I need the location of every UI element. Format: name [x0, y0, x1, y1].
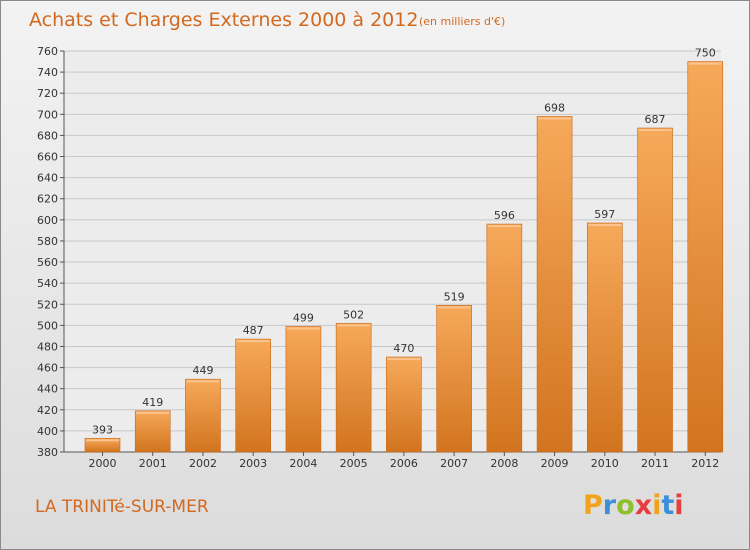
logo-letter: o: [616, 490, 635, 521]
proxiti-logo: Proxiti: [583, 490, 684, 521]
bar-highlight: [688, 62, 722, 65]
value-label: 597: [594, 208, 615, 221]
value-label: 687: [645, 113, 666, 126]
x-axis: 2000 2001 2002 2003 2004 2005 2006 2007 2008 2009…: [89, 452, 719, 470]
bar-highlight: [487, 225, 521, 228]
y-tick-label: 700: [37, 108, 58, 121]
bar: [185, 378, 221, 453]
bar: [436, 305, 472, 453]
bar-highlight: [286, 327, 320, 330]
x-tick-label: 2008: [490, 457, 518, 470]
bar: [486, 223, 523, 453]
x-tick-label: 2003: [239, 457, 267, 470]
y-tick-label: 520: [37, 298, 58, 311]
y-tick-label: 640: [37, 172, 58, 185]
x-tick-label: 2006: [390, 457, 418, 470]
y-tick-label: 380: [37, 446, 58, 459]
bar: [235, 338, 271, 453]
logo-letter: P: [583, 490, 603, 521]
x-tick-label: 2010: [591, 457, 619, 470]
y-tick-label: 720: [37, 87, 58, 100]
value-labels: 393 419 449 487 499 502 470 519 596 698 597 687 750: [92, 47, 716, 437]
y-tick-label: 600: [37, 214, 58, 227]
x-tick-label: 2002: [189, 457, 217, 470]
x-tick-label: 2004: [289, 457, 317, 470]
y-tick-label: 400: [37, 425, 58, 438]
bar: [687, 61, 724, 453]
bar-highlight: [437, 306, 471, 309]
y-tick-label: 500: [37, 319, 58, 332]
y-tick-label: 460: [37, 362, 58, 375]
logo-letter: t: [661, 490, 675, 521]
logo-letter: i: [674, 490, 684, 521]
logo-letter: r: [602, 490, 617, 521]
x-tick-label: 2012: [691, 457, 719, 470]
y-tick-label: 740: [37, 66, 58, 79]
bar: [536, 116, 573, 453]
bar: [335, 322, 372, 453]
x-tick-label: 2007: [440, 457, 468, 470]
bar: [386, 356, 422, 453]
y-tick-label: 540: [37, 277, 58, 290]
logo-letter: i: [652, 490, 662, 521]
bar-highlight: [186, 380, 220, 383]
y-tick-label: 580: [37, 235, 58, 248]
y-tick-label: 440: [37, 383, 58, 396]
bar-highlight: [337, 324, 371, 327]
chart-title: Achats et Charges Externes 2000 à 2012: [29, 9, 419, 31]
value-label: 519: [444, 290, 465, 303]
y-tick-label: 760: [37, 45, 58, 58]
x-tick-label: 2001: [139, 457, 167, 470]
value-label: 393: [92, 423, 113, 436]
bar: [285, 326, 322, 453]
value-label: 750: [695, 47, 716, 60]
bar: [134, 410, 171, 453]
value-label: 419: [142, 396, 163, 409]
bar-highlight: [387, 358, 421, 361]
value-label: 596: [494, 209, 515, 222]
bar-highlight: [236, 340, 270, 343]
chart-subtitle: (en milliers d'€): [419, 15, 506, 28]
logo-letter: x: [634, 490, 653, 521]
y-tick-label: 680: [37, 129, 58, 142]
y-tick-label: 620: [37, 193, 58, 206]
y-tick-label: 660: [37, 151, 58, 164]
bar-highlight: [588, 224, 622, 227]
x-tick-label: 2005: [340, 457, 368, 470]
bars: [84, 61, 724, 453]
bar: [637, 127, 673, 453]
bar-highlight: [86, 439, 119, 442]
y-axis: 380 400 420 440 460 480 500 520 540 560 580 600 620 6…: [37, 45, 721, 459]
bar-highlight: [136, 411, 170, 414]
value-label: 449: [192, 364, 213, 377]
x-tick-label: 2009: [541, 457, 569, 470]
value-label: 502: [343, 308, 364, 321]
value-label: 470: [393, 342, 414, 355]
x-tick-label: 2000: [89, 457, 117, 470]
value-label: 698: [544, 101, 565, 114]
commune-name: LA TRINITé-SUR-MER: [35, 497, 209, 517]
bar-highlight: [638, 129, 672, 132]
bar-highlight: [538, 117, 572, 120]
y-tick-label: 420: [37, 404, 58, 417]
y-tick-label: 560: [37, 256, 58, 269]
y-tick-label: 480: [37, 340, 58, 353]
bar: [587, 222, 623, 453]
x-tick-label: 2011: [641, 457, 669, 470]
value-label: 487: [243, 324, 264, 337]
value-label: 499: [293, 311, 314, 324]
